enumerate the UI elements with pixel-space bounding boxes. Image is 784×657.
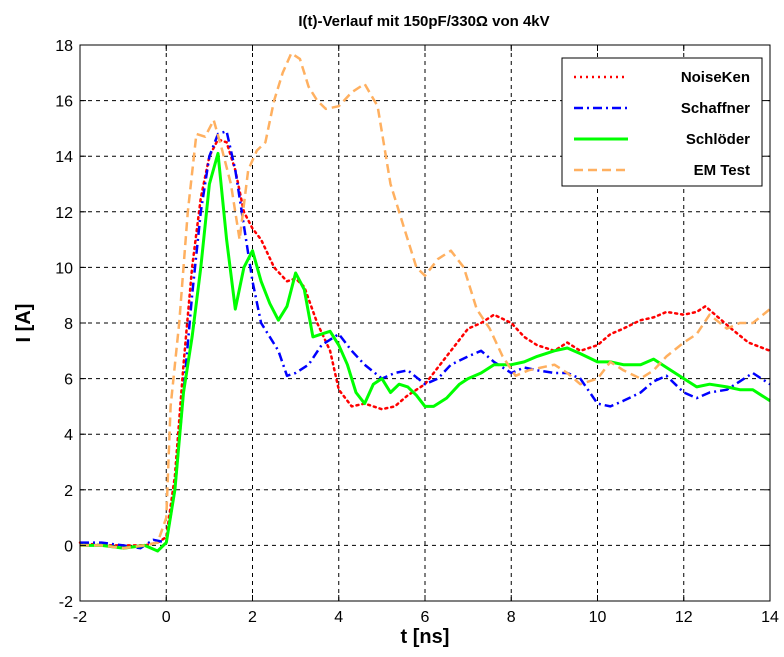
x-tick-label: 14 bbox=[761, 609, 779, 626]
x-tick-label: 12 bbox=[675, 609, 693, 626]
x-axis-label: t [ns] bbox=[401, 626, 450, 648]
x-tick-label: 0 bbox=[162, 609, 171, 626]
x-tick-label: -2 bbox=[73, 609, 87, 626]
y-tick-label: 12 bbox=[55, 205, 73, 222]
series-line bbox=[80, 151, 771, 553]
y-tick-label: 14 bbox=[55, 149, 73, 166]
y-tick-label: 16 bbox=[55, 94, 73, 111]
y-tick-label: 8 bbox=[64, 316, 73, 333]
series-line bbox=[80, 52, 771, 550]
x-tick-label: 6 bbox=[421, 609, 430, 626]
axis-ticks: -2 0 2 4 6 8 10 12 14 -2 0 2 4 6 8 10 12 14 16 18 bbox=[55, 38, 779, 626]
x-tick-label: 8 bbox=[507, 609, 516, 626]
plot-lines bbox=[78, 52, 772, 553]
chart-title: I(t)-Verlauf mit 150pF/330Ω von 4kV bbox=[298, 13, 549, 30]
legend-label: EM Test bbox=[694, 162, 750, 179]
legend: NoiseKen Schaffner Schlöder EM Test bbox=[561, 57, 763, 187]
x-tick-label: 10 bbox=[589, 609, 607, 626]
series-line bbox=[80, 129, 771, 550]
y-tick-label: 2 bbox=[64, 483, 73, 500]
legend-label: Schaffner bbox=[681, 100, 750, 117]
x-tick-label: 4 bbox=[334, 609, 343, 626]
series-line bbox=[78, 138, 772, 547]
y-tick-label: 6 bbox=[64, 372, 73, 389]
legend-label: Schlöder bbox=[686, 131, 750, 148]
y-tick-label: 10 bbox=[55, 260, 73, 277]
y-tick-label: 4 bbox=[64, 427, 73, 444]
legend-label: NoiseKen bbox=[681, 69, 750, 86]
legend-box bbox=[561, 57, 763, 187]
y-tick-label: 0 bbox=[64, 538, 73, 555]
y-axis-label: I [A] bbox=[13, 304, 35, 343]
x-tick-label: 2 bbox=[248, 609, 257, 626]
y-tick-label: -2 bbox=[59, 594, 73, 611]
y-tick-label: 18 bbox=[55, 38, 73, 55]
